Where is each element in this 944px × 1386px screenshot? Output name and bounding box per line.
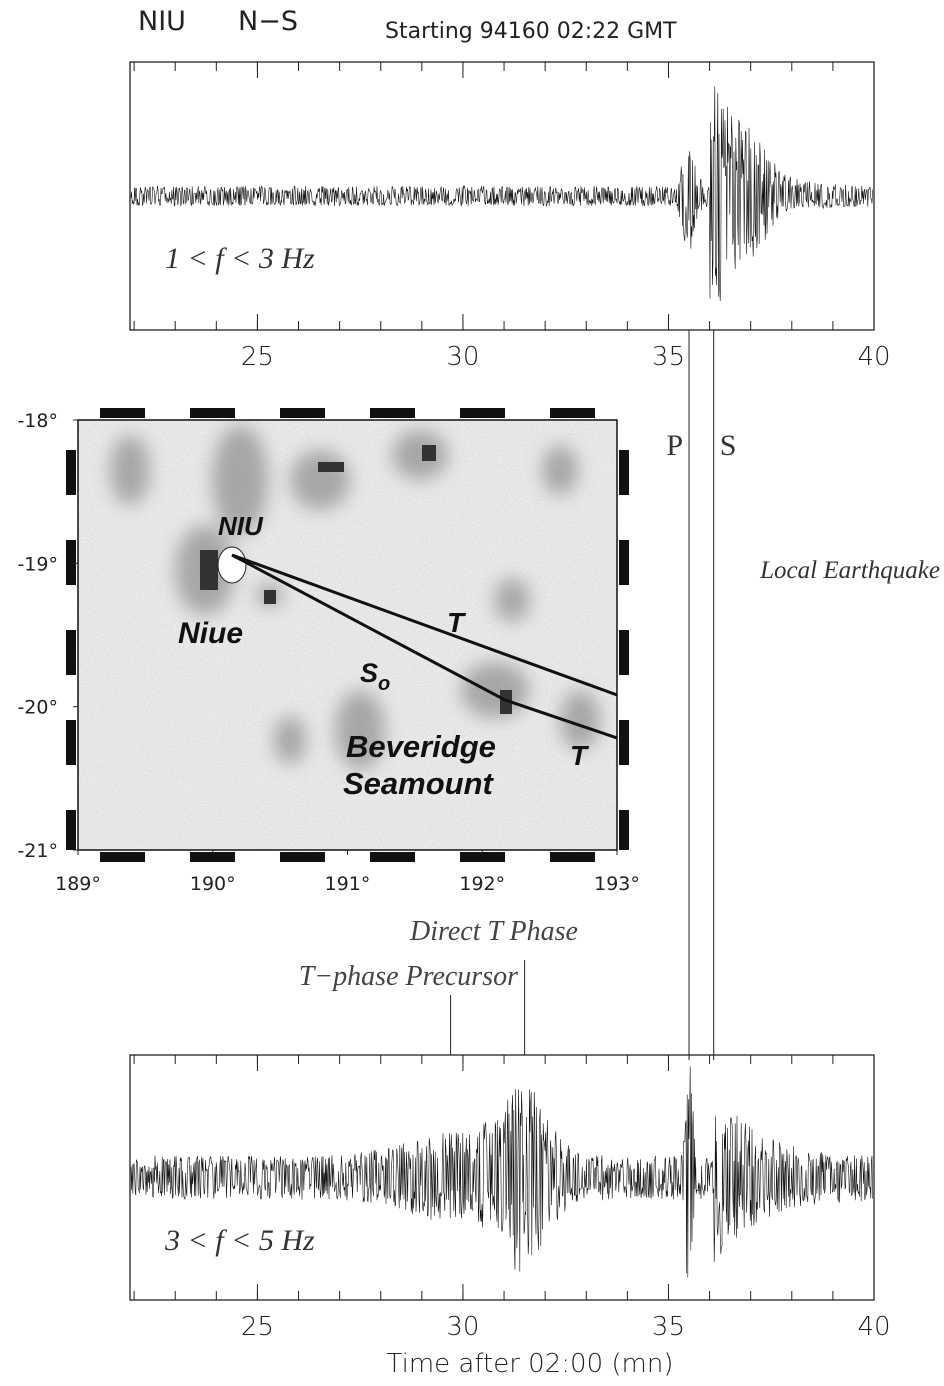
island bbox=[218, 547, 246, 583]
x-tick-label: 35 bbox=[652, 1312, 685, 1342]
trace-frame bbox=[130, 1055, 874, 1300]
component: N−S bbox=[238, 6, 298, 37]
local-label: Local Earthquake bbox=[759, 557, 940, 584]
map-y-label: -18° bbox=[17, 410, 58, 432]
map-x-label: 191° bbox=[325, 873, 371, 895]
map-label: Seamount bbox=[343, 766, 495, 801]
phase-label: S bbox=[720, 429, 737, 462]
phase-label: P bbox=[666, 429, 683, 462]
x-tick-label: 35 bbox=[652, 342, 685, 372]
band-label: 1 < f < 3 Hz bbox=[165, 242, 315, 275]
map-x-label: 193° bbox=[594, 873, 640, 895]
map-x-label: 192° bbox=[459, 873, 505, 895]
map-y-label: -19° bbox=[17, 553, 58, 575]
map-label: T bbox=[447, 607, 467, 638]
figure: NIU N−S Starting 94160 02:22 GMT 25 30 35 4… bbox=[0, 0, 944, 1386]
map-label: T bbox=[570, 740, 590, 771]
x-tick-label: 40 bbox=[857, 1312, 890, 1342]
x-tick-label: 30 bbox=[446, 342, 479, 372]
station: NIU bbox=[138, 6, 186, 37]
x-tick-label: 30 bbox=[446, 1312, 479, 1342]
map-label: NIU bbox=[218, 511, 264, 541]
t-marker-label: T−phase Precursor bbox=[299, 961, 518, 992]
map-label-subscript: o bbox=[378, 673, 390, 695]
map-x-label: 189° bbox=[55, 873, 101, 895]
map-label: Niue bbox=[178, 617, 243, 650]
start-time: Starting 94160 02:22 GMT bbox=[385, 19, 677, 44]
map-y-label: -21° bbox=[17, 840, 58, 862]
t-marker-label: Direct T Phase bbox=[409, 916, 578, 947]
x-tick-label: 25 bbox=[241, 1312, 274, 1342]
band-label: 3 < f < 5 Hz bbox=[164, 1224, 315, 1257]
map-y-label: -20° bbox=[17, 697, 58, 719]
map-label: Beveridge bbox=[346, 729, 496, 764]
x-tick-label: 40 bbox=[857, 342, 890, 372]
map-x-label: 190° bbox=[190, 873, 236, 895]
x-tick-label: 25 bbox=[241, 342, 274, 372]
x-axis-title: Time after 02:00 (mn) bbox=[387, 1349, 674, 1379]
